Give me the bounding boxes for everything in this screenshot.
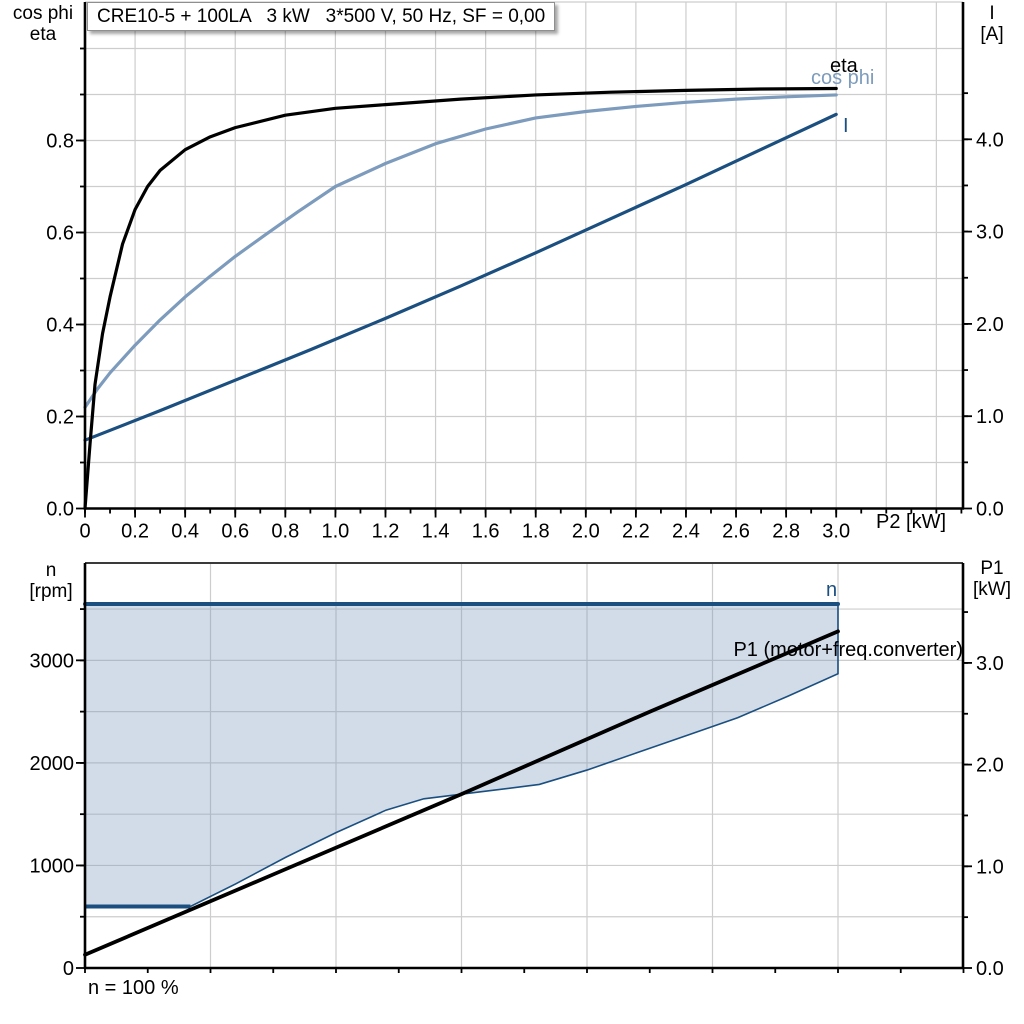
x-tick-label: 2.8 xyxy=(772,521,800,543)
operating-area xyxy=(84,603,839,908)
series-i-curve xyxy=(83,112,838,442)
series-p1-motor-freq-converter--curve xyxy=(83,629,840,957)
axis-label-ampere-unit: [A] xyxy=(980,24,1004,46)
axis-label-p1: P1 xyxy=(980,558,1004,579)
y-left-tick-label: 0.6 xyxy=(46,223,74,245)
curve-label-eta: eta xyxy=(830,55,858,77)
axis-label-kw-unit: [kW] xyxy=(973,579,1011,601)
curve-label-p1-motor-freq-converter: P1 (motor+freq.converter) xyxy=(733,639,963,661)
x-tick-label: 0.8 xyxy=(271,521,299,543)
x-tick-label: 1.6 xyxy=(472,521,500,543)
axis-label-cos-phi: cos phi xyxy=(12,3,74,24)
x-tick-label: 1.8 xyxy=(522,521,550,543)
y-right-tick-label: 4.0 xyxy=(976,129,1004,151)
y-right-tick-label: 0.0 xyxy=(976,958,1004,980)
y-left-tick-label: 3000 xyxy=(30,650,75,672)
x-tick-label: 0 xyxy=(79,521,90,543)
speed-percent-note: n = 100 % xyxy=(88,977,179,999)
x-tick-label: 3.0 xyxy=(822,521,850,543)
top-right-axis-label: I [A] xyxy=(962,3,1022,46)
bottom-left-axis-label: n [rpm] xyxy=(18,560,84,603)
series-cos-phi-curve xyxy=(83,93,838,409)
y-left-tick-label: 2000 xyxy=(30,753,75,775)
x-tick-label: 2.2 xyxy=(622,521,650,543)
y-left-tick-label: 0 xyxy=(63,958,74,980)
chart-title: CRE10-5 + 100LA 3 kW 3*500 V, 50 Hz, SF … xyxy=(87,2,556,31)
x-tick-label: 0.6 xyxy=(221,521,249,543)
y-right-tick-label: 0.0 xyxy=(976,499,1004,521)
axis-label-rpm-unit: [rpm] xyxy=(29,581,73,603)
x-tick-label: 2.0 xyxy=(572,521,600,543)
y-left-tick-label: 0.4 xyxy=(46,315,74,337)
x-tick-label: 0.4 xyxy=(171,521,199,543)
x-tick-label: 2.6 xyxy=(722,521,750,543)
y-right-tick-label: 1.0 xyxy=(976,406,1004,428)
y-right-tick-label: 2.0 xyxy=(976,314,1004,336)
curve-label-current: I xyxy=(843,115,849,137)
y-right-tick-label: 1.0 xyxy=(976,856,1004,878)
x-tick-label: 1.4 xyxy=(422,521,450,543)
y-right-tick-label: 3.0 xyxy=(976,653,1004,675)
bottom-right-axis-label: P1 [kW] xyxy=(961,558,1023,601)
x-tick-label: 1.0 xyxy=(321,521,349,543)
axis-label-current: I xyxy=(989,3,995,24)
curve-label-speed: n xyxy=(826,579,838,601)
y-left-tick-label: 0.2 xyxy=(46,407,74,429)
curve-label-cos-phi: cos phi xyxy=(811,67,875,89)
axis-label-speed: n xyxy=(45,560,57,581)
y-left-tick-label: 0.8 xyxy=(46,131,74,153)
series-eta-curve xyxy=(83,86,838,511)
y-right-tick-label: 3.0 xyxy=(976,222,1004,244)
y-left-tick-label: 0.0 xyxy=(46,499,74,521)
x-tick-label: 2.4 xyxy=(672,521,700,543)
top-x-axis-label: P2 [kW] xyxy=(876,511,947,533)
x-tick-label: 1.2 xyxy=(372,521,400,543)
y-right-tick-label: 2.0 xyxy=(976,755,1004,777)
axis-label-eta: eta xyxy=(29,24,57,46)
top-left-axis-label: cos phi eta xyxy=(4,3,82,46)
x-tick-label: 0.2 xyxy=(121,521,149,543)
y-left-tick-label: 1000 xyxy=(30,855,75,877)
